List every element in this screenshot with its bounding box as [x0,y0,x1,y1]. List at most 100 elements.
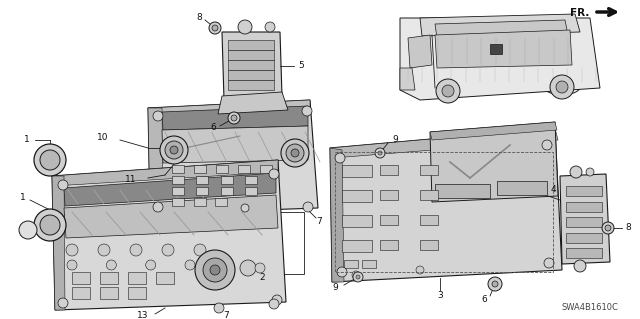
Bar [196,176,209,184]
Polygon shape [400,68,415,90]
Circle shape [58,180,68,190]
Circle shape [302,106,312,116]
Circle shape [194,244,206,256]
Text: 1: 1 [20,192,26,202]
Bar [221,187,233,195]
Circle shape [130,244,142,256]
Bar [128,272,146,284]
Polygon shape [430,122,557,140]
Bar [100,287,118,299]
Circle shape [40,215,60,235]
Circle shape [291,149,299,157]
Polygon shape [162,106,308,130]
Circle shape [34,144,66,176]
Polygon shape [148,100,318,214]
Bar [335,152,553,272]
Circle shape [269,299,279,309]
Bar [196,187,209,195]
Circle shape [353,272,363,282]
Bar [380,240,398,250]
Circle shape [550,75,574,99]
Polygon shape [430,122,558,202]
Bar [216,165,228,173]
Circle shape [352,271,360,279]
Polygon shape [162,126,308,163]
Bar [100,272,118,284]
Text: 3: 3 [437,291,443,300]
Polygon shape [420,14,580,36]
Bar [221,176,233,184]
Circle shape [586,168,594,176]
Text: 6: 6 [481,295,487,305]
Circle shape [570,166,582,178]
Bar [380,165,398,175]
Bar [194,165,206,173]
Polygon shape [408,35,432,68]
Circle shape [281,139,309,167]
Bar [172,165,184,173]
Bar [228,70,274,80]
Text: FR.: FR. [570,8,589,18]
Bar [245,176,257,184]
Bar [260,165,272,173]
Circle shape [19,221,37,239]
Bar [380,190,398,200]
Circle shape [58,298,68,308]
Polygon shape [64,173,276,206]
Text: 8: 8 [625,224,631,233]
Bar [420,190,438,200]
Circle shape [203,258,227,282]
Bar [566,233,602,242]
Text: 9: 9 [332,284,338,293]
Circle shape [488,277,502,291]
Circle shape [170,146,178,154]
Text: 13: 13 [136,311,148,319]
Circle shape [195,250,235,290]
Polygon shape [52,160,278,186]
Bar [228,40,274,50]
Text: 9: 9 [392,136,397,145]
Circle shape [272,295,282,305]
Polygon shape [52,176,65,310]
Bar [566,248,602,258]
Text: 7: 7 [316,218,322,226]
Circle shape [337,267,347,277]
Polygon shape [330,148,344,282]
Circle shape [602,222,614,234]
Bar [128,287,146,299]
Bar [228,80,274,90]
Text: SWA4B1610C: SWA4B1610C [561,303,618,313]
Circle shape [241,204,249,212]
Polygon shape [435,30,572,68]
Circle shape [146,260,156,270]
Bar [228,50,274,60]
Circle shape [66,244,78,256]
Polygon shape [148,108,163,214]
Bar [566,217,602,227]
Bar [215,198,227,206]
Circle shape [265,22,275,32]
Circle shape [214,303,224,313]
Circle shape [556,81,568,93]
Circle shape [106,260,116,270]
Bar [380,215,398,225]
Bar [342,165,372,177]
Bar [245,187,257,195]
Circle shape [209,22,221,34]
Bar [420,215,438,225]
Polygon shape [218,92,288,114]
Circle shape [67,260,77,270]
Text: 5: 5 [298,62,304,70]
Circle shape [436,79,460,103]
Polygon shape [148,100,310,118]
Text: 11: 11 [125,175,136,184]
Circle shape [210,265,220,275]
Circle shape [160,136,188,164]
Circle shape [185,260,195,270]
Circle shape [153,111,163,121]
Text: 2: 2 [259,273,265,283]
Bar [156,272,174,284]
Circle shape [255,263,265,273]
Circle shape [240,260,256,276]
Bar [344,260,358,268]
